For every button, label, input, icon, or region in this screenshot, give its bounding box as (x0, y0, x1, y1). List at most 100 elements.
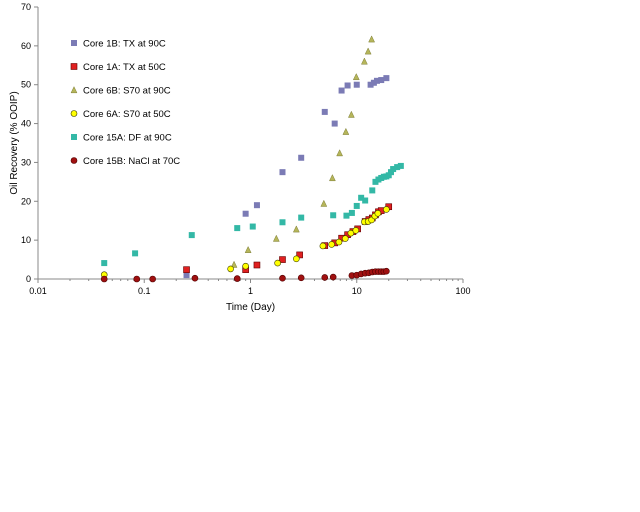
data-point (279, 169, 286, 176)
data-point (348, 209, 355, 216)
data-point (383, 267, 390, 275)
data-point (362, 197, 369, 204)
data-point (348, 110, 355, 118)
legend-item: Core 15B: NaCl at 70C (70, 156, 180, 167)
data-point (242, 210, 249, 217)
x-tick-label: 100 (455, 286, 470, 296)
y-axis-ticks: 0 10 20 30 40 50 60 70 (21, 2, 38, 284)
data-point (328, 241, 335, 248)
data-point (297, 274, 305, 282)
legend-marker (70, 157, 78, 164)
legend-item: Core 6B: S70 at 90C (70, 86, 171, 97)
x-tick-label: 10 (352, 286, 362, 296)
legend-item: Core 1B: TX at 90C (71, 39, 166, 50)
x-axis-title: Time (Day) (226, 302, 275, 313)
x-tick-label: 0.1 (138, 286, 151, 296)
data-point (352, 227, 360, 234)
data-point (242, 262, 249, 270)
data-point (319, 242, 327, 250)
legend-marker (70, 63, 78, 70)
y-tick-label: 0 (26, 274, 31, 284)
data-point (321, 108, 328, 115)
data-point (336, 149, 343, 157)
data-point (191, 274, 199, 282)
series-3 (230, 35, 375, 268)
data-point (133, 275, 141, 283)
legend-label: Core 1A: TX at 50C (83, 62, 166, 73)
data-point (253, 261, 261, 269)
data-point (183, 272, 190, 279)
data-point (234, 225, 241, 232)
x-tick-label: 0.01 (29, 286, 47, 296)
data-point (341, 235, 349, 242)
data-point (298, 214, 305, 221)
data-point (273, 234, 280, 242)
data-point (378, 77, 385, 84)
data-point (331, 120, 338, 127)
data-point (244, 246, 252, 253)
series-1 (183, 75, 390, 279)
y-tick-label: 60 (21, 41, 31, 51)
data-point (367, 81, 374, 88)
series-4 (100, 206, 390, 279)
data-point (373, 77, 380, 84)
data-point (298, 154, 305, 161)
data-point (183, 266, 190, 273)
legend-marker (70, 110, 78, 117)
data-point (320, 199, 328, 207)
series-2 (183, 203, 393, 273)
data-point (296, 251, 303, 259)
series-6 (100, 267, 390, 283)
data-point (330, 212, 337, 219)
data-point (344, 82, 351, 89)
data-point (383, 206, 390, 213)
data-point (230, 260, 238, 268)
data-point (100, 275, 108, 283)
data-point (361, 57, 368, 65)
data-point (149, 275, 156, 283)
data-point (385, 172, 392, 179)
legend-marker (71, 40, 77, 46)
data-series (100, 35, 404, 283)
data-point (279, 274, 286, 282)
x-axis-ticks: 0.01 0.1 1 10 100 (29, 279, 471, 296)
data-point (352, 73, 360, 80)
x-tick-label: 1 (248, 286, 253, 296)
data-point (368, 35, 375, 43)
legend-label: Core 6B: S70 at 90C (83, 86, 171, 97)
series-5 (101, 162, 404, 267)
data-point (358, 194, 365, 201)
legend-label: Core 1B: TX at 90C (83, 39, 166, 50)
y-tick-label: 50 (21, 80, 31, 90)
data-point (343, 212, 350, 219)
legend-item: Core 1A: TX at 50C (70, 62, 166, 73)
data-point (249, 223, 256, 230)
data-point (347, 229, 355, 237)
data-point (383, 75, 390, 82)
legend-label: Core 15B: NaCl at 70C (83, 156, 180, 167)
data-point (335, 238, 343, 246)
data-point (279, 256, 286, 263)
legend-marker (71, 134, 77, 140)
data-point (387, 169, 394, 176)
data-point (279, 219, 286, 226)
data-point (321, 274, 329, 281)
data-point (101, 260, 108, 267)
data-point (374, 210, 382, 217)
data-point (293, 225, 300, 233)
legend-item: Core 15A: DF at 90C (71, 133, 172, 144)
data-point (188, 232, 195, 239)
y-tick-label: 30 (21, 157, 31, 167)
legend-label: Core 15A: DF at 90C (83, 133, 172, 144)
data-point (353, 81, 360, 88)
y-tick-label: 20 (21, 196, 31, 206)
data-point (338, 87, 345, 94)
data-point (390, 166, 397, 173)
data-point (329, 273, 337, 281)
data-point (132, 250, 139, 257)
y-tick-label: 10 (21, 235, 31, 245)
legend-label: Core 6A: S70 at 50C (83, 109, 171, 120)
data-point (394, 164, 401, 171)
data-point (364, 47, 372, 55)
